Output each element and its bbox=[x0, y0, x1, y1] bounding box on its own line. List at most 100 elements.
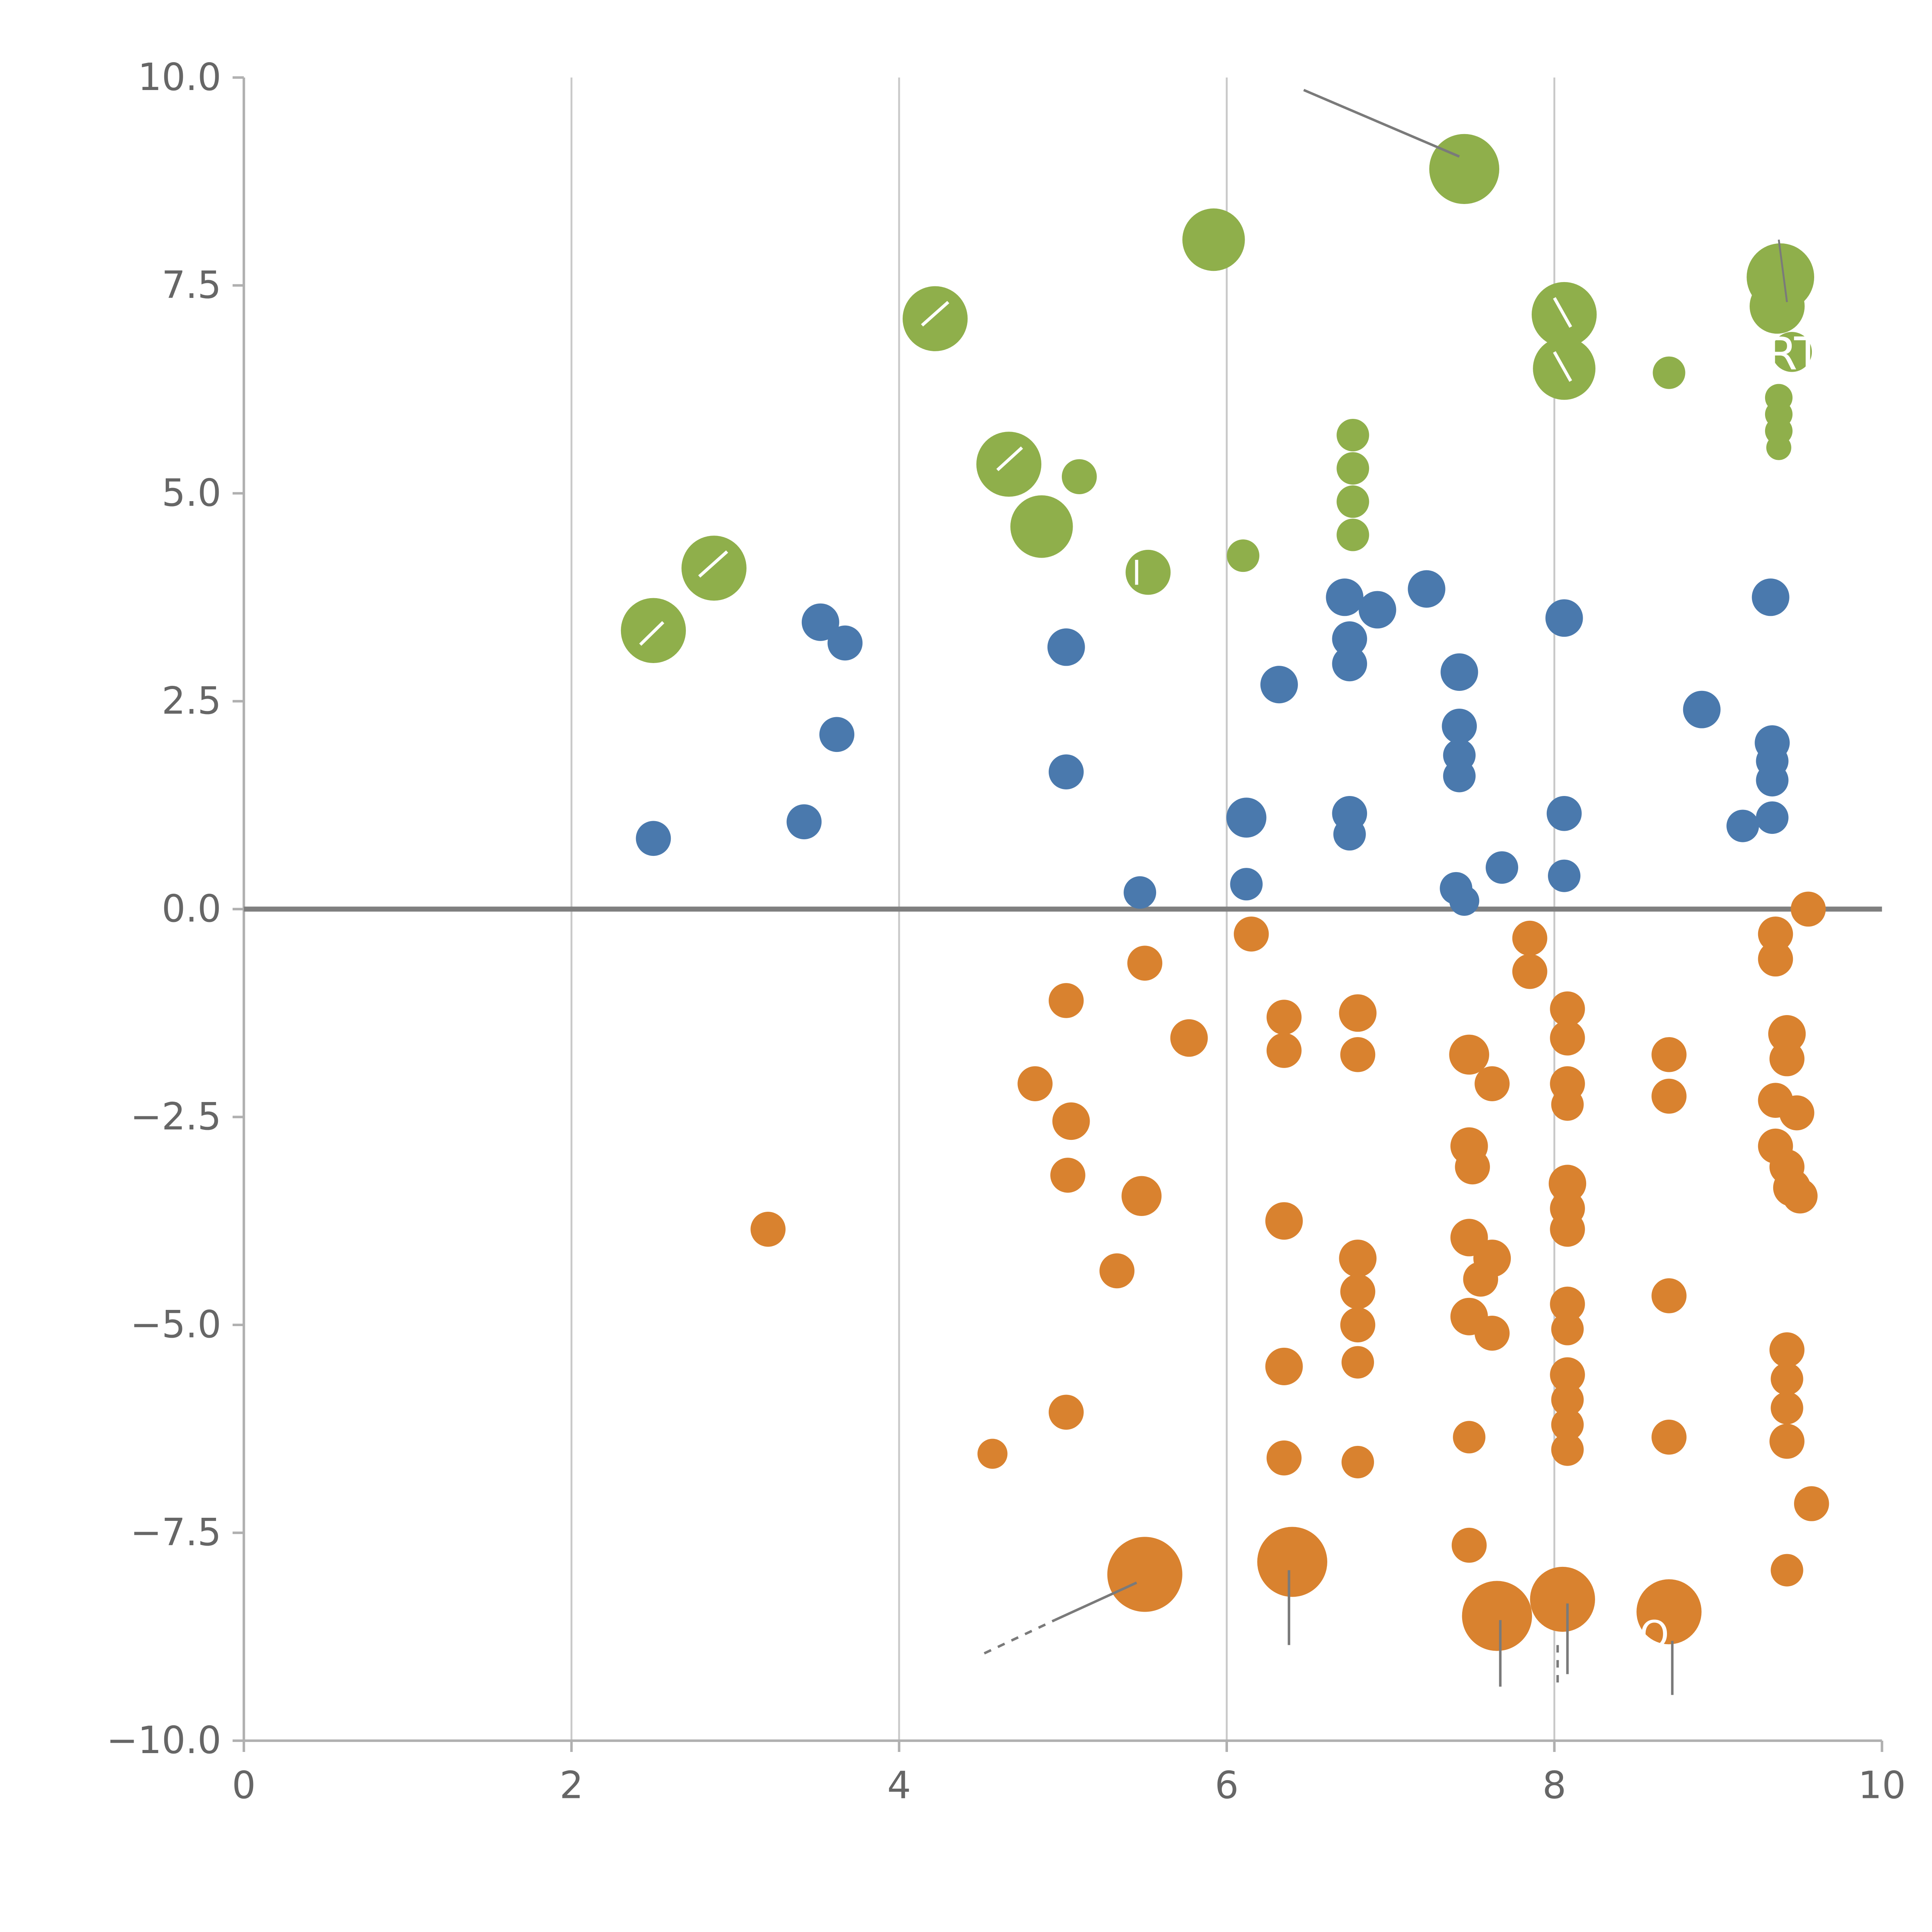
annotation-line bbox=[983, 1619, 1055, 1655]
scatter-point-orange bbox=[1768, 1015, 1806, 1053]
scatter-point-blue bbox=[1359, 591, 1396, 629]
scatter-point-orange bbox=[1758, 941, 1793, 977]
x-tick-label: 8 bbox=[1543, 1764, 1566, 1807]
scatter-point-green bbox=[1337, 452, 1369, 485]
scatter-point-blue bbox=[1326, 578, 1364, 616]
scatter-point-orange bbox=[1791, 891, 1826, 927]
scatter-point-orange bbox=[1770, 1362, 1803, 1395]
text-annotation: O bbox=[1639, 1612, 1669, 1656]
scatter-point-blue bbox=[1440, 653, 1478, 691]
scatter-point-orange bbox=[1017, 1066, 1053, 1101]
annotation-line bbox=[1778, 239, 1788, 303]
x-tick-label: 2 bbox=[560, 1764, 583, 1807]
y-tick-label: −7.5 bbox=[130, 1510, 221, 1554]
scatter-point-green bbox=[1337, 418, 1369, 452]
x-tick-label: 4 bbox=[887, 1764, 911, 1807]
scatter-point-orange bbox=[1449, 1034, 1489, 1075]
scatter-point-blue bbox=[1485, 851, 1519, 884]
scatter-point-orange bbox=[1782, 1178, 1818, 1214]
scatter-point-orange bbox=[1451, 1527, 1487, 1563]
scatter-point-orange bbox=[1127, 946, 1163, 981]
scatter-point-orange bbox=[1462, 1581, 1532, 1651]
scatter-point-orange bbox=[1463, 1262, 1498, 1297]
y-tick-label: −2.5 bbox=[130, 1095, 221, 1138]
scatter-point-blue bbox=[1449, 886, 1480, 916]
white-mark bbox=[698, 550, 728, 578]
scatter-point-orange bbox=[1551, 1088, 1584, 1121]
scatter-point-orange bbox=[1636, 1579, 1702, 1645]
scatter-point-blue bbox=[1443, 760, 1476, 793]
scatter-point-orange bbox=[1550, 1020, 1585, 1056]
scatter-point-orange bbox=[1551, 1383, 1584, 1416]
scatter-point-orange bbox=[1551, 1313, 1584, 1345]
y-tick-label: −10.0 bbox=[106, 1718, 221, 1762]
scatter-point-orange bbox=[1550, 1286, 1585, 1322]
scatter-point-orange bbox=[1340, 1274, 1376, 1310]
scatter-point-orange bbox=[1050, 1158, 1085, 1193]
scatter-point-orange bbox=[1048, 1395, 1084, 1430]
scatter-point-orange bbox=[1551, 1433, 1584, 1466]
scatter-point-blue bbox=[819, 717, 855, 752]
scatter-point-blue bbox=[1333, 818, 1366, 851]
scatter-point-orange bbox=[1170, 1019, 1208, 1057]
scatter-point-blue bbox=[1226, 798, 1267, 838]
scatter-point-orange bbox=[1549, 1165, 1587, 1202]
white-mark bbox=[1553, 297, 1572, 328]
scatter-point-orange bbox=[1550, 991, 1585, 1027]
scatter-point-blue bbox=[1048, 754, 1084, 789]
scatter-point-orange bbox=[1340, 1307, 1376, 1343]
scatter-point-green bbox=[902, 286, 968, 351]
scatter-point-green bbox=[1750, 279, 1805, 334]
x-tick-label: 10 bbox=[1858, 1764, 1906, 1807]
scatter-point-orange bbox=[1121, 1176, 1162, 1216]
scatter-point-green bbox=[1182, 208, 1245, 271]
scatter-point-green bbox=[1126, 549, 1171, 595]
scatter-point-blue bbox=[636, 821, 671, 856]
scatter-point-orange bbox=[1341, 1346, 1374, 1379]
scatter-point-orange bbox=[1099, 1253, 1135, 1289]
scatter-point-orange bbox=[1265, 1202, 1303, 1240]
scatter-point-blue bbox=[1756, 801, 1789, 834]
scatter-point-blue bbox=[1442, 708, 1477, 744]
scatter-point-orange bbox=[1048, 983, 1084, 1018]
y-tick-label: 7.5 bbox=[162, 263, 221, 307]
scatter-point-orange bbox=[1455, 1149, 1490, 1185]
scatter-point-orange bbox=[1265, 1347, 1303, 1385]
scatter-point-orange bbox=[1651, 1037, 1687, 1072]
x-tick-label: 6 bbox=[1215, 1764, 1239, 1807]
scatter-point-green bbox=[1010, 495, 1073, 558]
scatter-point-green bbox=[681, 536, 747, 601]
scatter-point-orange bbox=[1779, 1095, 1815, 1131]
white-mark bbox=[996, 446, 1023, 471]
scatter-point-orange bbox=[1453, 1421, 1486, 1454]
scatter-point-orange bbox=[1651, 1278, 1687, 1313]
scatter-point-green bbox=[1227, 539, 1260, 572]
y-tick-label: 5.0 bbox=[162, 471, 221, 515]
scatter-point-blue bbox=[1260, 666, 1298, 704]
scatter-point-blue bbox=[786, 804, 822, 840]
scatter-point-orange bbox=[1769, 1423, 1804, 1459]
scatter-point-blue bbox=[1726, 810, 1759, 842]
white-mark bbox=[639, 621, 665, 646]
scatter-point-orange bbox=[1339, 1240, 1377, 1277]
scatter-point-orange bbox=[977, 1439, 1008, 1469]
y-tick-label: 2.5 bbox=[162, 679, 221, 723]
white-mark bbox=[921, 301, 949, 327]
scatter-point-orange bbox=[1550, 1212, 1585, 1247]
scatter-point-orange bbox=[1530, 1566, 1595, 1632]
scatter-point-blue bbox=[1683, 690, 1721, 728]
annotation-line bbox=[1303, 88, 1460, 158]
scatter-point-blue bbox=[1546, 796, 1582, 831]
text-annotation: GRT bbox=[1731, 328, 1822, 380]
scatter-point-blue bbox=[1332, 621, 1367, 656]
scatter-point-orange bbox=[1794, 1486, 1829, 1521]
scatter-point-blue bbox=[1047, 628, 1085, 666]
scatter-point-orange bbox=[1257, 1527, 1327, 1597]
scatter-point-orange bbox=[1107, 1537, 1182, 1612]
scatter-point-green bbox=[1061, 459, 1097, 494]
scatter-point-orange bbox=[1266, 1033, 1302, 1068]
scatter-point-orange bbox=[1341, 1446, 1374, 1478]
scatter-point-orange bbox=[1550, 1357, 1585, 1393]
